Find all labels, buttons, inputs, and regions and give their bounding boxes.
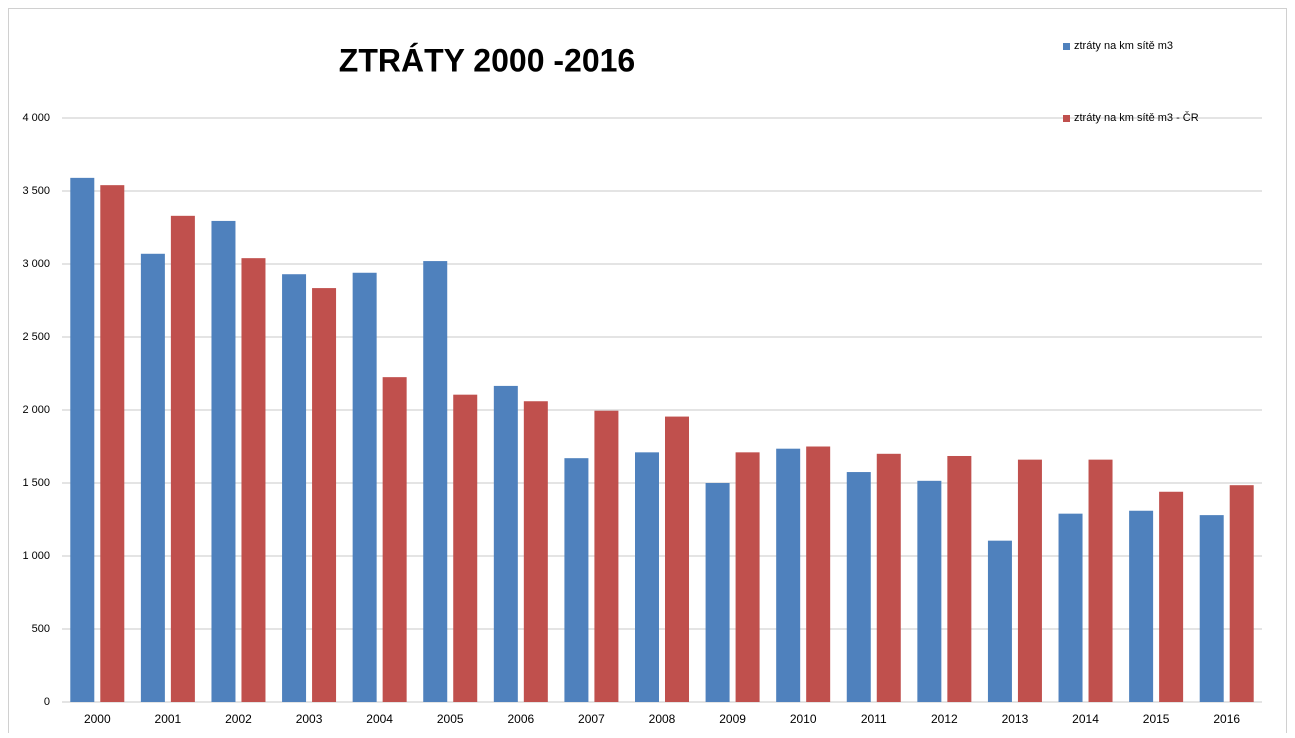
x-tick-label: 2003 xyxy=(296,712,323,726)
legend-swatch xyxy=(1063,43,1070,50)
legend-label: ztráty na km sítě m3 - ČR xyxy=(1074,111,1199,124)
bar xyxy=(1229,485,1254,702)
bar xyxy=(917,480,942,702)
bar xyxy=(1017,459,1042,702)
y-tick-label: 500 xyxy=(32,623,50,635)
y-tick-label: 4 000 xyxy=(22,112,50,124)
bar xyxy=(806,446,831,702)
x-tick-label: 2005 xyxy=(437,712,464,726)
bar xyxy=(1088,459,1113,702)
y-tick-label: 1 000 xyxy=(22,550,50,562)
x-tick-label: 2008 xyxy=(649,712,676,726)
x-tick-label: 2007 xyxy=(578,712,605,726)
y-tick-label: 2 500 xyxy=(22,331,50,343)
bar xyxy=(241,258,266,702)
bar xyxy=(987,540,1012,702)
y-tick-label: 1 500 xyxy=(22,477,50,489)
x-tick-label: 2013 xyxy=(1002,712,1029,726)
x-tick-label: 2006 xyxy=(507,712,534,726)
bar xyxy=(70,177,95,703)
bar xyxy=(140,253,165,702)
bar xyxy=(523,401,548,702)
y-tick-label: 3 500 xyxy=(22,185,50,197)
bar xyxy=(100,185,125,702)
bar xyxy=(635,452,659,702)
y-tick-label: 0 xyxy=(44,696,50,708)
bar xyxy=(846,472,871,702)
bar xyxy=(665,416,689,702)
bar xyxy=(211,220,236,702)
y-tick-label: 3 000 xyxy=(22,258,50,270)
x-tick-label: 2014 xyxy=(1072,712,1099,726)
bar xyxy=(705,483,730,702)
x-tick-label: 2015 xyxy=(1143,712,1170,726)
bar xyxy=(453,394,478,702)
bar xyxy=(1159,491,1184,702)
x-tick-label: 2009 xyxy=(719,712,746,726)
chart-title: ZTRÁTY 2000 -2016 xyxy=(339,42,635,78)
legend-label: ztráty na km sítě m3 xyxy=(1074,40,1173,52)
x-tick-label: 2001 xyxy=(155,712,182,726)
x-tick-label: 2012 xyxy=(931,712,958,726)
x-tick-label: 2004 xyxy=(366,712,393,726)
bar xyxy=(493,385,518,702)
bar xyxy=(352,272,377,702)
bar xyxy=(423,261,448,702)
x-tick-label: 2002 xyxy=(225,712,252,726)
bar xyxy=(282,274,307,702)
bar xyxy=(776,448,801,702)
y-tick-label: 2 000 xyxy=(22,404,50,416)
bar xyxy=(947,455,972,702)
bar xyxy=(876,453,901,702)
x-tick-label: 2010 xyxy=(790,712,817,726)
bar xyxy=(594,410,619,702)
bar xyxy=(1058,513,1083,702)
legend-swatch xyxy=(1063,115,1070,122)
bar xyxy=(1199,515,1224,702)
bar xyxy=(1129,510,1154,702)
bar xyxy=(170,215,195,702)
bar xyxy=(382,377,407,702)
bar xyxy=(564,458,589,702)
bar xyxy=(312,288,337,702)
x-tick-label: 2000 xyxy=(84,712,111,726)
x-tick-label: 2011 xyxy=(861,712,887,726)
x-tick-label: 2016 xyxy=(1213,712,1240,726)
bar xyxy=(735,452,760,702)
